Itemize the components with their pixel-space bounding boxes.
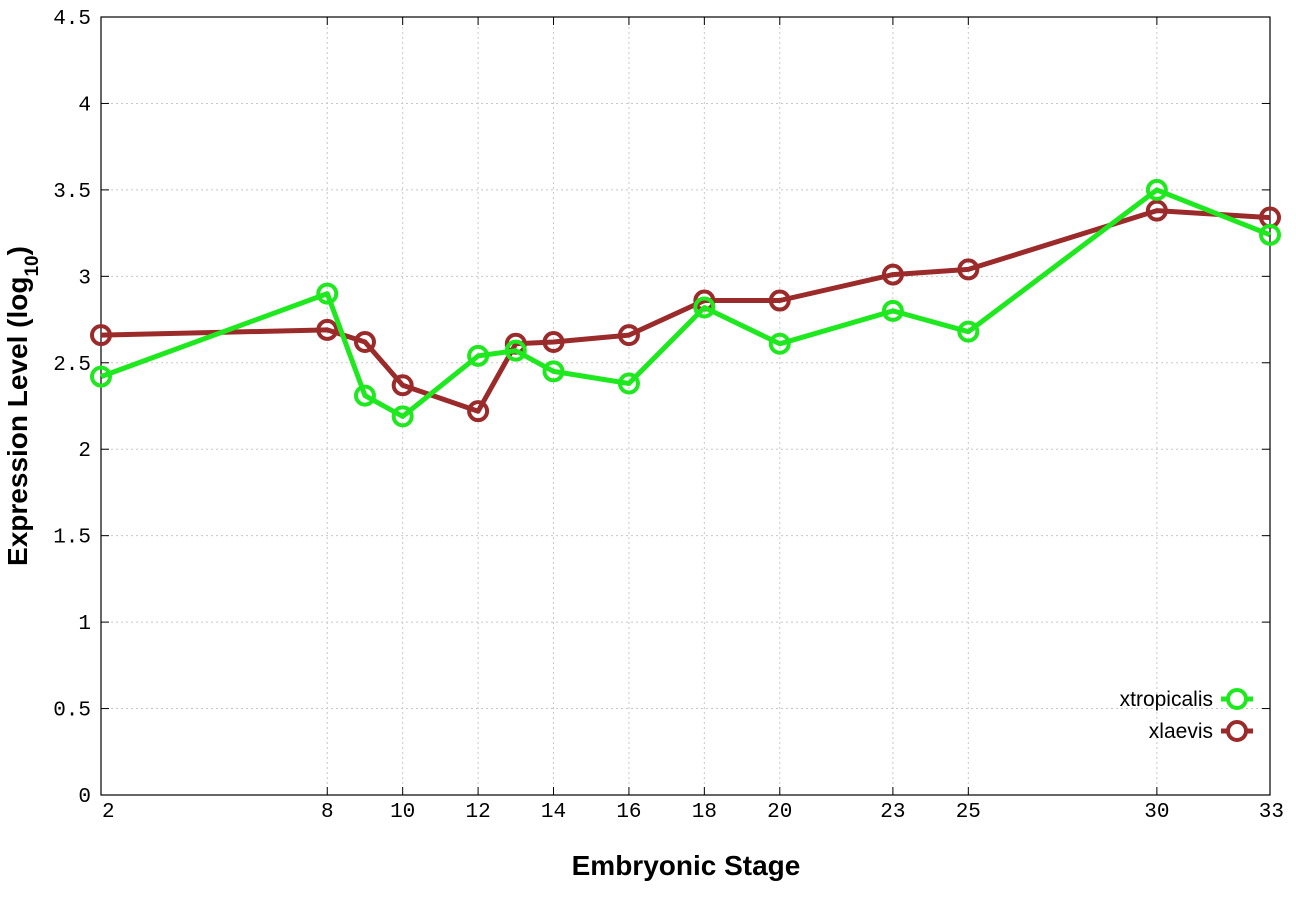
series-line-xtropicalis <box>100 187 1271 419</box>
x-tick-label: 16 <box>616 801 641 824</box>
plot-frame <box>100 16 1271 796</box>
data-point-xlaevis <box>957 258 980 281</box>
data-point-xtropicalis <box>504 339 527 362</box>
y-tick-label: 3 <box>78 267 91 290</box>
x-tick-label: 14 <box>541 801 566 824</box>
x-tick-label: 10 <box>390 801 415 824</box>
data-point-xtropicalis <box>957 320 980 343</box>
legend-marker-xlaevis <box>1226 720 1248 742</box>
data-point-xlaevis <box>90 324 112 347</box>
x-tick-label: 25 <box>956 801 981 824</box>
data-point-xlaevis <box>467 400 490 423</box>
data-point-xlaevis <box>353 331 376 354</box>
x-tick-label: 23 <box>880 801 905 824</box>
x-tick-label: 30 <box>1144 801 1169 824</box>
data-point-xtropicalis <box>693 296 716 319</box>
series-layer <box>90 178 1281 428</box>
data-point-xlaevis <box>881 263 904 286</box>
data-point-xtropicalis <box>316 282 339 305</box>
x-tick-label: 2 <box>102 801 115 824</box>
x-tick-label: 18 <box>692 801 717 824</box>
grid <box>101 17 1270 795</box>
data-point-xlaevis <box>768 289 791 312</box>
data-point-xtropicalis <box>90 365 112 388</box>
data-point-xtropicalis <box>467 344 490 367</box>
data-point-xlaevis <box>391 374 414 397</box>
data-point-xtropicalis <box>542 360 565 383</box>
x-tick-label: 12 <box>465 801 490 824</box>
y-tick-label: 1 <box>78 613 91 636</box>
data-point-xtropicalis <box>353 384 376 407</box>
data-point-xlaevis <box>617 324 640 347</box>
legend-marker-xtropicalis <box>1226 688 1248 710</box>
y-tick-label: 0 <box>78 786 91 809</box>
y-tick-label: 4.5 <box>53 8 91 31</box>
y-axis-title: Expression Level (log10) <box>2 246 43 566</box>
data-point-xtropicalis <box>881 299 904 322</box>
y-tick-label: 2 <box>78 440 91 463</box>
y-tick-label: 4 <box>78 94 91 117</box>
axis-ticks: 0 0.5 1 1.5 2 2.5 3 3.5 4 4.5 2 8 10 12 14 16 18 20 23 25 30… <box>53 8 1284 824</box>
x-tick-label: 20 <box>767 801 792 824</box>
x-axis-title: Embryonic Stage <box>572 850 801 881</box>
data-point-xlaevis <box>1145 199 1168 222</box>
legend-label-xtropicalis: xtropicalis <box>1120 688 1213 711</box>
data-point-xlaevis <box>316 318 339 341</box>
y-tick-label: 0.5 <box>53 700 91 723</box>
data-point-xtropicalis <box>768 332 791 355</box>
y-tick-label: 3.5 <box>53 181 91 204</box>
legend: xtropicalis xlaevis <box>1120 688 1253 743</box>
legend-label-xlaevis: xlaevis <box>1149 720 1213 743</box>
data-point-xtropicalis <box>391 405 414 428</box>
x-tick-label: 33 <box>1259 801 1284 824</box>
data-point-xlaevis <box>542 331 565 354</box>
y-tick-label: 2.5 <box>53 354 91 377</box>
data-point-xtropicalis <box>1259 223 1281 246</box>
x-tick-label: 8 <box>321 801 334 824</box>
data-point-xtropicalis <box>617 372 640 395</box>
y-tick-label: 1.5 <box>53 527 91 550</box>
data-point-xtropicalis <box>1145 178 1168 201</box>
